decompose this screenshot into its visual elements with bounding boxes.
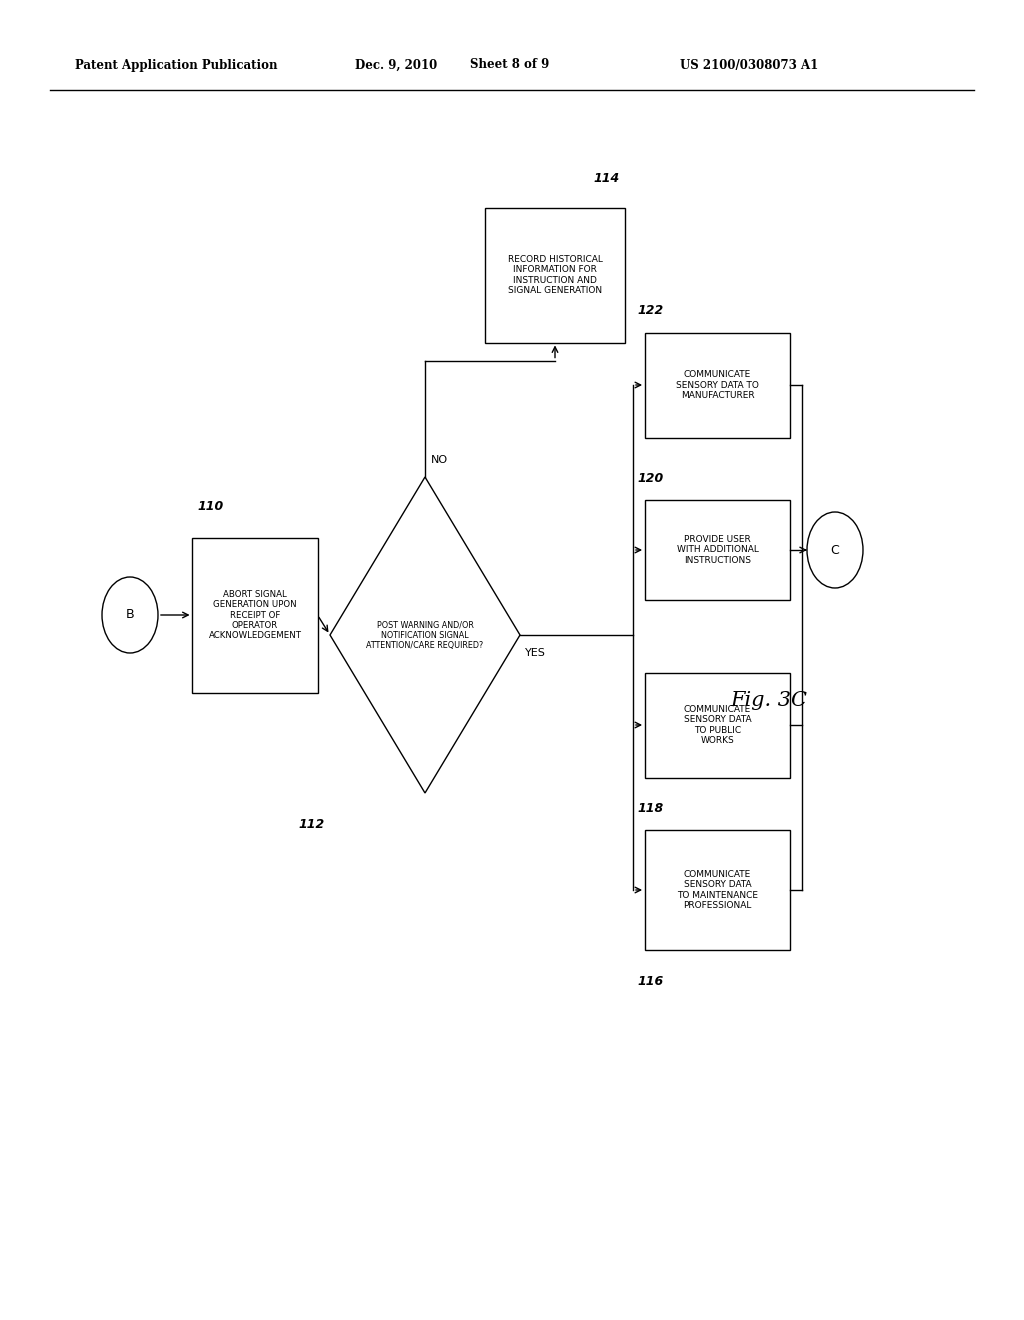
Text: COMMUNICATE
SENSORY DATA
TO PUBLIC
WORKS: COMMUNICATE SENSORY DATA TO PUBLIC WORKS (684, 705, 752, 744)
Text: Fig. 3C: Fig. 3C (730, 690, 807, 710)
Text: PROVIDE USER
WITH ADDITIONAL
INSTRUCTIONS: PROVIDE USER WITH ADDITIONAL INSTRUCTION… (677, 535, 759, 565)
Text: POST WARNING AND/OR
NOTIFICATION SIGNAL
ATTENTION/CARE REQUIRED?: POST WARNING AND/OR NOTIFICATION SIGNAL … (367, 620, 483, 649)
Text: COMMUNICATE
SENSORY DATA
TO MAINTENANCE
PROFESSIONAL: COMMUNICATE SENSORY DATA TO MAINTENANCE … (677, 870, 758, 909)
Text: C: C (830, 544, 840, 557)
Text: 118: 118 (637, 803, 664, 816)
Text: RECORD HISTORICAL
INFORMATION FOR
INSTRUCTION AND
SIGNAL GENERATION: RECORD HISTORICAL INFORMATION FOR INSTRU… (508, 255, 602, 296)
Text: NO: NO (431, 455, 449, 465)
Bar (645, 672, 790, 777)
Text: 114: 114 (594, 173, 620, 186)
Text: Dec. 9, 2010: Dec. 9, 2010 (355, 58, 437, 71)
Text: COMMUNICATE
SENSORY DATA TO
MANUFACTURER: COMMUNICATE SENSORY DATA TO MANUFACTURER (676, 370, 759, 400)
Bar (193, 537, 317, 693)
Text: 112: 112 (299, 818, 325, 832)
Text: US 2100/0308073 A1: US 2100/0308073 A1 (680, 58, 818, 71)
Polygon shape (330, 477, 520, 793)
Bar (645, 830, 790, 950)
Ellipse shape (807, 512, 863, 587)
Text: B: B (126, 609, 134, 622)
Text: ABORT SIGNAL
GENERATION UPON
RECEIPT OF
OPERATOR
ACKNOWLEDGEMENT: ABORT SIGNAL GENERATION UPON RECEIPT OF … (209, 590, 301, 640)
Text: YES: YES (525, 648, 546, 657)
Text: 122: 122 (637, 305, 664, 318)
Bar (645, 333, 790, 437)
Text: 116: 116 (637, 975, 664, 987)
Text: Sheet 8 of 9: Sheet 8 of 9 (470, 58, 549, 71)
Text: 120: 120 (637, 473, 664, 484)
Text: 110: 110 (198, 499, 224, 512)
Bar (485, 207, 625, 342)
Bar (645, 500, 790, 601)
Ellipse shape (102, 577, 158, 653)
Text: Patent Application Publication: Patent Application Publication (75, 58, 278, 71)
